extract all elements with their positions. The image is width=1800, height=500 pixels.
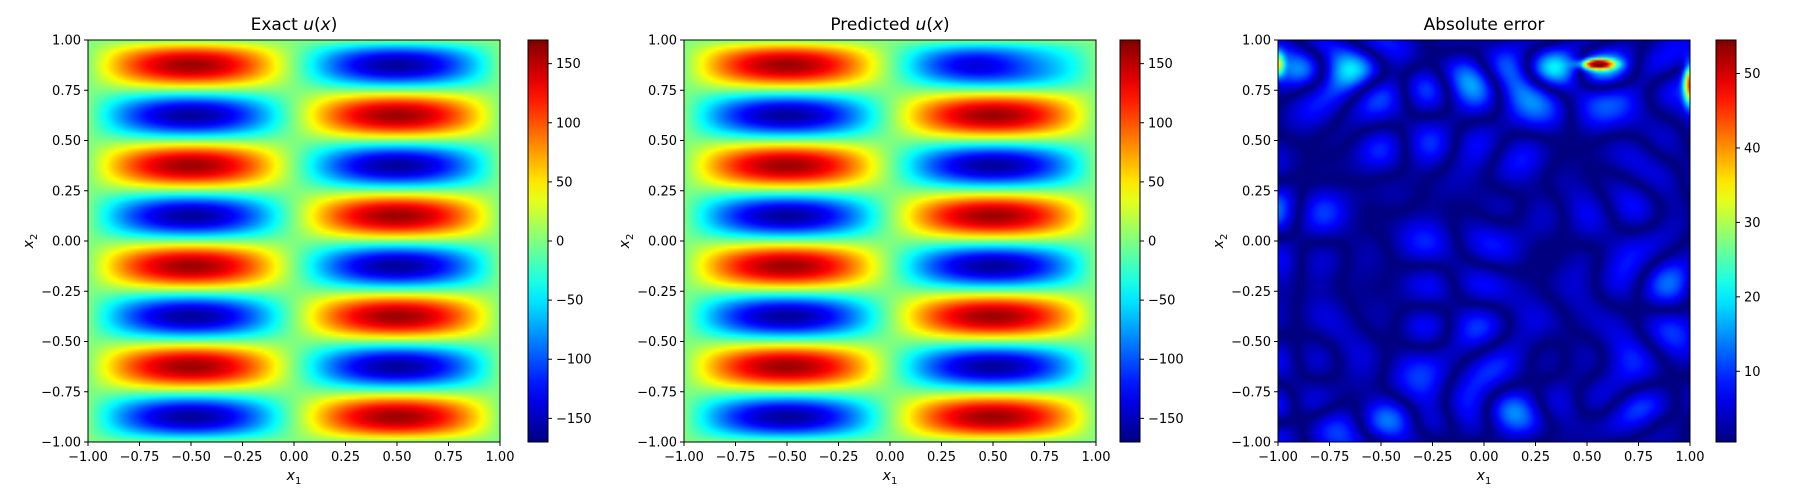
x-tick-label: −0.50: [171, 450, 211, 465]
colorbar-gradient: [1119, 39, 1141, 443]
y-axis-label: x2: [21, 234, 40, 250]
colorbar-tick-label: 30: [1744, 216, 1761, 231]
colorbar-tick-label: 100: [556, 116, 581, 131]
x-tick-label: 1.00: [1676, 450, 1705, 465]
y-tick-label: −1.00: [41, 436, 81, 451]
colorbar-tick-label: 150: [556, 57, 581, 72]
x-tick-label: 0.25: [1521, 450, 1550, 465]
x-tick-label: 0.00: [1470, 450, 1499, 465]
y-tick-label: 0.50: [52, 134, 81, 149]
x-tick-label: 0.50: [979, 450, 1008, 465]
heatmap-image: [684, 40, 1096, 442]
y-tick-label: −0.25: [1231, 285, 1271, 300]
y-tick-label: −0.75: [1231, 385, 1271, 400]
colorbar-tick-label: 0: [556, 235, 564, 250]
heatmap-image: [1278, 40, 1690, 442]
y-tick-label: 0.75: [648, 84, 677, 99]
colorbar-tick-label: −100: [556, 353, 592, 368]
colorbar-tick-label: −50: [556, 294, 583, 309]
x-tick-label: 1.00: [486, 450, 515, 465]
y-tick-label: −1.00: [1231, 436, 1271, 451]
x-tick-label: 0.75: [1624, 450, 1653, 465]
x-tick-label: −0.25: [1413, 450, 1453, 465]
y-tick-label: 0.50: [648, 134, 677, 149]
colorbar-tick-label: −150: [556, 412, 592, 427]
colorbar-tick-label: −150: [1148, 412, 1184, 427]
y-tick-label: −0.25: [637, 285, 677, 300]
y-tick-label: 1.00: [1242, 34, 1271, 49]
x-tick-label: −0.25: [223, 450, 263, 465]
y-tick-label: 0.25: [52, 184, 81, 199]
x-axis-label: x1: [882, 468, 898, 487]
colorbar: 50 40 30 20 10: [1715, 39, 1761, 443]
x-tick-label: 0.25: [331, 450, 360, 465]
colorbar: 150 100 50 0 −50 −100 −150: [527, 39, 592, 443]
y-tick-label: 0.00: [52, 235, 81, 250]
x-tick-label: 0.00: [280, 450, 309, 465]
y-tick-label: −0.75: [637, 385, 677, 400]
colorbar-tick-label: −50: [1148, 294, 1175, 309]
colorbar-tick-label: 40: [1744, 141, 1761, 156]
subplot-3: −1.00 −0.75 −0.50 −0.25 0.00 0.25 0.50 0.75 1.00…: [1211, 15, 1761, 487]
colorbar-tick-label: 0: [1148, 235, 1156, 250]
x-tick-label: 1.00: [1082, 450, 1111, 465]
x-tick-label: 0.50: [383, 450, 412, 465]
y-tick-label: 0.50: [1242, 134, 1271, 149]
x-tick-label: −1.00: [1258, 450, 1298, 465]
y-tick-label: −0.50: [637, 335, 677, 350]
y-tick-label: 0.25: [1242, 184, 1271, 199]
colorbar-tick-label: 50: [1148, 175, 1165, 190]
x-tick-label: 0.75: [434, 450, 463, 465]
x-axis-label: x1: [286, 468, 302, 487]
subplot-1: −1.00 −0.75 −0.50 −0.25 0.00 0.25 0.50 0.75 1.00…: [21, 15, 592, 487]
colorbar-gradient: [1715, 39, 1737, 443]
colorbar-tick-label: 50: [1744, 67, 1761, 82]
x-tick-label: −0.50: [767, 450, 807, 465]
x-axis-label: x1: [1476, 468, 1492, 487]
y-tick-label: 0.00: [648, 235, 677, 250]
x-tick-label: −0.75: [716, 450, 756, 465]
y-tick-label: 1.00: [648, 34, 677, 49]
chart-title: Predicted u(x): [830, 15, 949, 35]
x-tick-label: 0.25: [927, 450, 956, 465]
colorbar-gradient: [527, 39, 549, 443]
x-tick-label: 0.00: [876, 450, 905, 465]
y-tick-label: −0.25: [41, 285, 81, 300]
x-tick-label: −1.00: [68, 450, 108, 465]
y-axis-label: x2: [617, 234, 636, 250]
y-tick-label: −0.50: [1231, 335, 1271, 350]
x-tick-label: −0.75: [120, 450, 160, 465]
subplot-2: −1.00 −0.75 −0.50 −0.25 0.00 0.25 0.50 0.75 1.00…: [617, 15, 1184, 487]
chart-title: Exact u(x): [251, 15, 338, 35]
y-tick-label: −0.50: [41, 335, 81, 350]
colorbar-tick-label: 20: [1744, 290, 1761, 305]
y-tick-label: 0.00: [1242, 235, 1271, 250]
y-tick-label: 0.25: [648, 184, 677, 199]
y-tick-label: −0.75: [41, 385, 81, 400]
y-tick-label: 1.00: [52, 34, 81, 49]
y-axis-label: x2: [1211, 234, 1230, 250]
heatmap-image: [88, 40, 500, 442]
colorbar-tick-label: −100: [1148, 353, 1184, 368]
colorbar: 150 100 50 0 −50 −100 −150: [1119, 39, 1184, 443]
x-tick-label: −0.50: [1361, 450, 1401, 465]
y-tick-label: 0.75: [1242, 84, 1271, 99]
x-tick-label: 0.75: [1030, 450, 1059, 465]
colorbar-tick-label: 10: [1744, 365, 1761, 380]
colorbar-tick-label: 100: [1148, 116, 1173, 131]
y-tick-label: −1.00: [637, 436, 677, 451]
y-tick-label: 0.75: [52, 84, 81, 99]
colorbar-tick-label: 50: [556, 175, 573, 190]
x-tick-label: 0.50: [1573, 450, 1602, 465]
x-tick-label: −1.00: [664, 450, 704, 465]
colorbar-tick-label: 150: [1148, 57, 1173, 72]
chart-title: Absolute error: [1424, 15, 1545, 35]
x-tick-label: −0.25: [819, 450, 859, 465]
x-tick-label: −0.75: [1310, 450, 1350, 465]
